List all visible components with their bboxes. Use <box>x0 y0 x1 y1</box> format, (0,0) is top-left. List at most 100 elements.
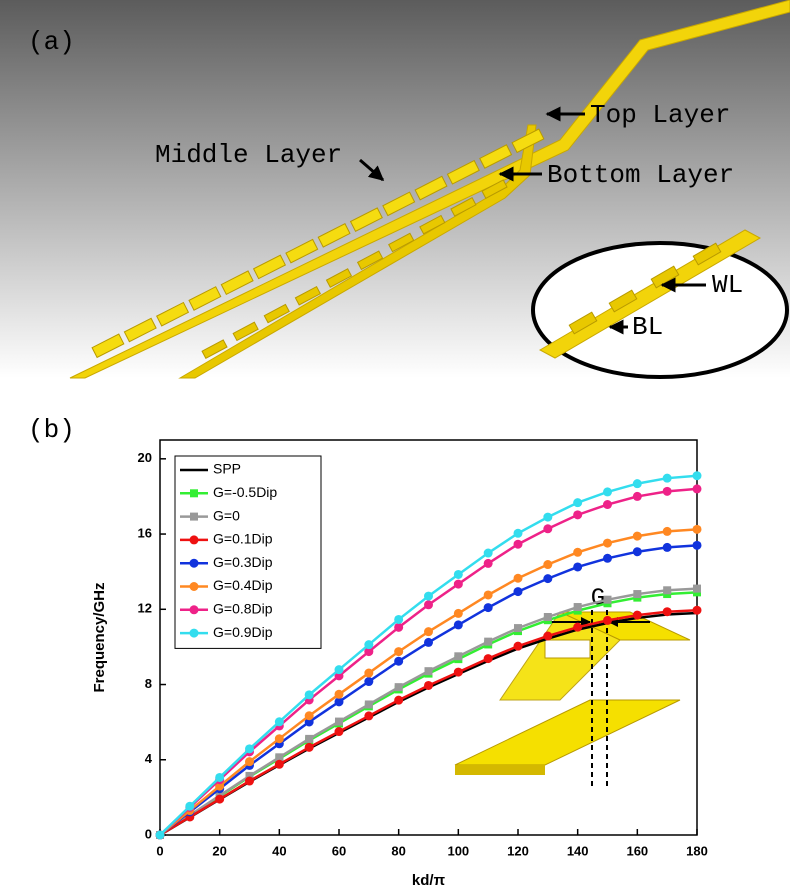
point <box>662 473 672 483</box>
point <box>274 717 284 727</box>
inset-ellipse <box>531 241 789 379</box>
point <box>334 665 344 675</box>
panel-a: (a) Top Layer Middle Layer Bottom Layer … <box>0 0 790 379</box>
point <box>662 607 672 617</box>
point <box>334 697 344 707</box>
x-tick-label: 160 <box>626 843 648 858</box>
point <box>245 771 254 780</box>
y-tick-label: 4 <box>145 751 153 766</box>
point <box>424 591 433 601</box>
point <box>334 689 344 699</box>
pad <box>294 285 322 306</box>
point <box>573 562 583 572</box>
point <box>483 548 493 558</box>
top-rail <box>69 0 790 379</box>
point <box>513 641 523 651</box>
point <box>543 524 553 534</box>
x-tick-label: 20 <box>212 843 226 858</box>
pad <box>356 250 384 271</box>
point <box>692 605 702 615</box>
point <box>484 637 493 646</box>
point <box>215 772 225 782</box>
x-tick-label: 120 <box>507 843 529 858</box>
x-tick-label: 100 <box>447 843 469 858</box>
point <box>394 695 404 705</box>
x-axis-label: kd/π <box>412 872 446 889</box>
x-tick-label: 80 <box>391 843 405 858</box>
legend-marker <box>190 489 198 498</box>
point <box>633 590 642 599</box>
point <box>334 727 344 737</box>
point <box>394 656 404 666</box>
point <box>394 647 404 657</box>
point <box>692 471 702 481</box>
point <box>692 540 702 550</box>
point <box>543 512 553 522</box>
annotation: G <box>591 585 605 612</box>
inset-strip <box>538 229 762 359</box>
point <box>453 667 463 677</box>
legend-label: G=-0.5Dip <box>213 484 277 500</box>
point <box>632 479 642 489</box>
point <box>394 622 404 632</box>
point <box>215 781 225 791</box>
point <box>245 776 254 786</box>
pad <box>382 191 416 217</box>
pad <box>123 317 157 343</box>
point <box>573 510 583 520</box>
point <box>662 486 672 496</box>
pad <box>285 238 319 264</box>
y-tick-label: 16 <box>138 525 152 540</box>
pad <box>349 207 383 232</box>
point <box>632 531 642 541</box>
point <box>364 647 374 657</box>
y-tick-label: 12 <box>138 601 152 616</box>
inset-pads <box>568 242 722 335</box>
pads <box>91 128 545 359</box>
point <box>573 547 583 557</box>
point <box>513 573 523 583</box>
point <box>364 700 373 709</box>
pad <box>252 254 287 280</box>
pad <box>450 197 477 217</box>
point <box>424 600 433 610</box>
point <box>483 603 493 613</box>
point <box>692 524 702 534</box>
point <box>603 538 612 548</box>
point <box>274 734 284 744</box>
point <box>483 558 493 568</box>
annotation: WL <box>712 270 743 300</box>
point <box>543 631 553 641</box>
legend-marker <box>189 558 199 568</box>
point <box>692 484 702 494</box>
point <box>364 711 374 721</box>
plot-frame <box>159 439 698 836</box>
point <box>304 742 314 752</box>
point <box>424 680 433 690</box>
point <box>453 569 463 579</box>
y-tick-label: 20 <box>138 450 152 465</box>
legend-label: G=0.9Dip <box>213 624 273 640</box>
arrows <box>359 106 706 335</box>
legend-marker <box>189 628 199 638</box>
point <box>245 744 254 754</box>
point <box>603 487 612 497</box>
point <box>454 652 463 661</box>
point <box>453 608 463 618</box>
legend-label: G=0.3Dip <box>213 554 273 570</box>
point <box>394 614 404 624</box>
point <box>603 500 612 510</box>
pad <box>156 301 190 327</box>
legend-label: G=0.1Dip <box>213 531 273 547</box>
y-axis-label: Frequency/GHz <box>91 582 108 692</box>
point <box>632 491 642 501</box>
pad <box>511 128 545 154</box>
point <box>215 794 225 804</box>
x-tick-label: 40 <box>272 843 286 858</box>
point <box>453 620 463 630</box>
pad <box>479 144 513 169</box>
point <box>364 668 374 678</box>
point <box>364 677 374 687</box>
x-tick-label: 0 <box>156 843 163 858</box>
point <box>304 717 314 727</box>
